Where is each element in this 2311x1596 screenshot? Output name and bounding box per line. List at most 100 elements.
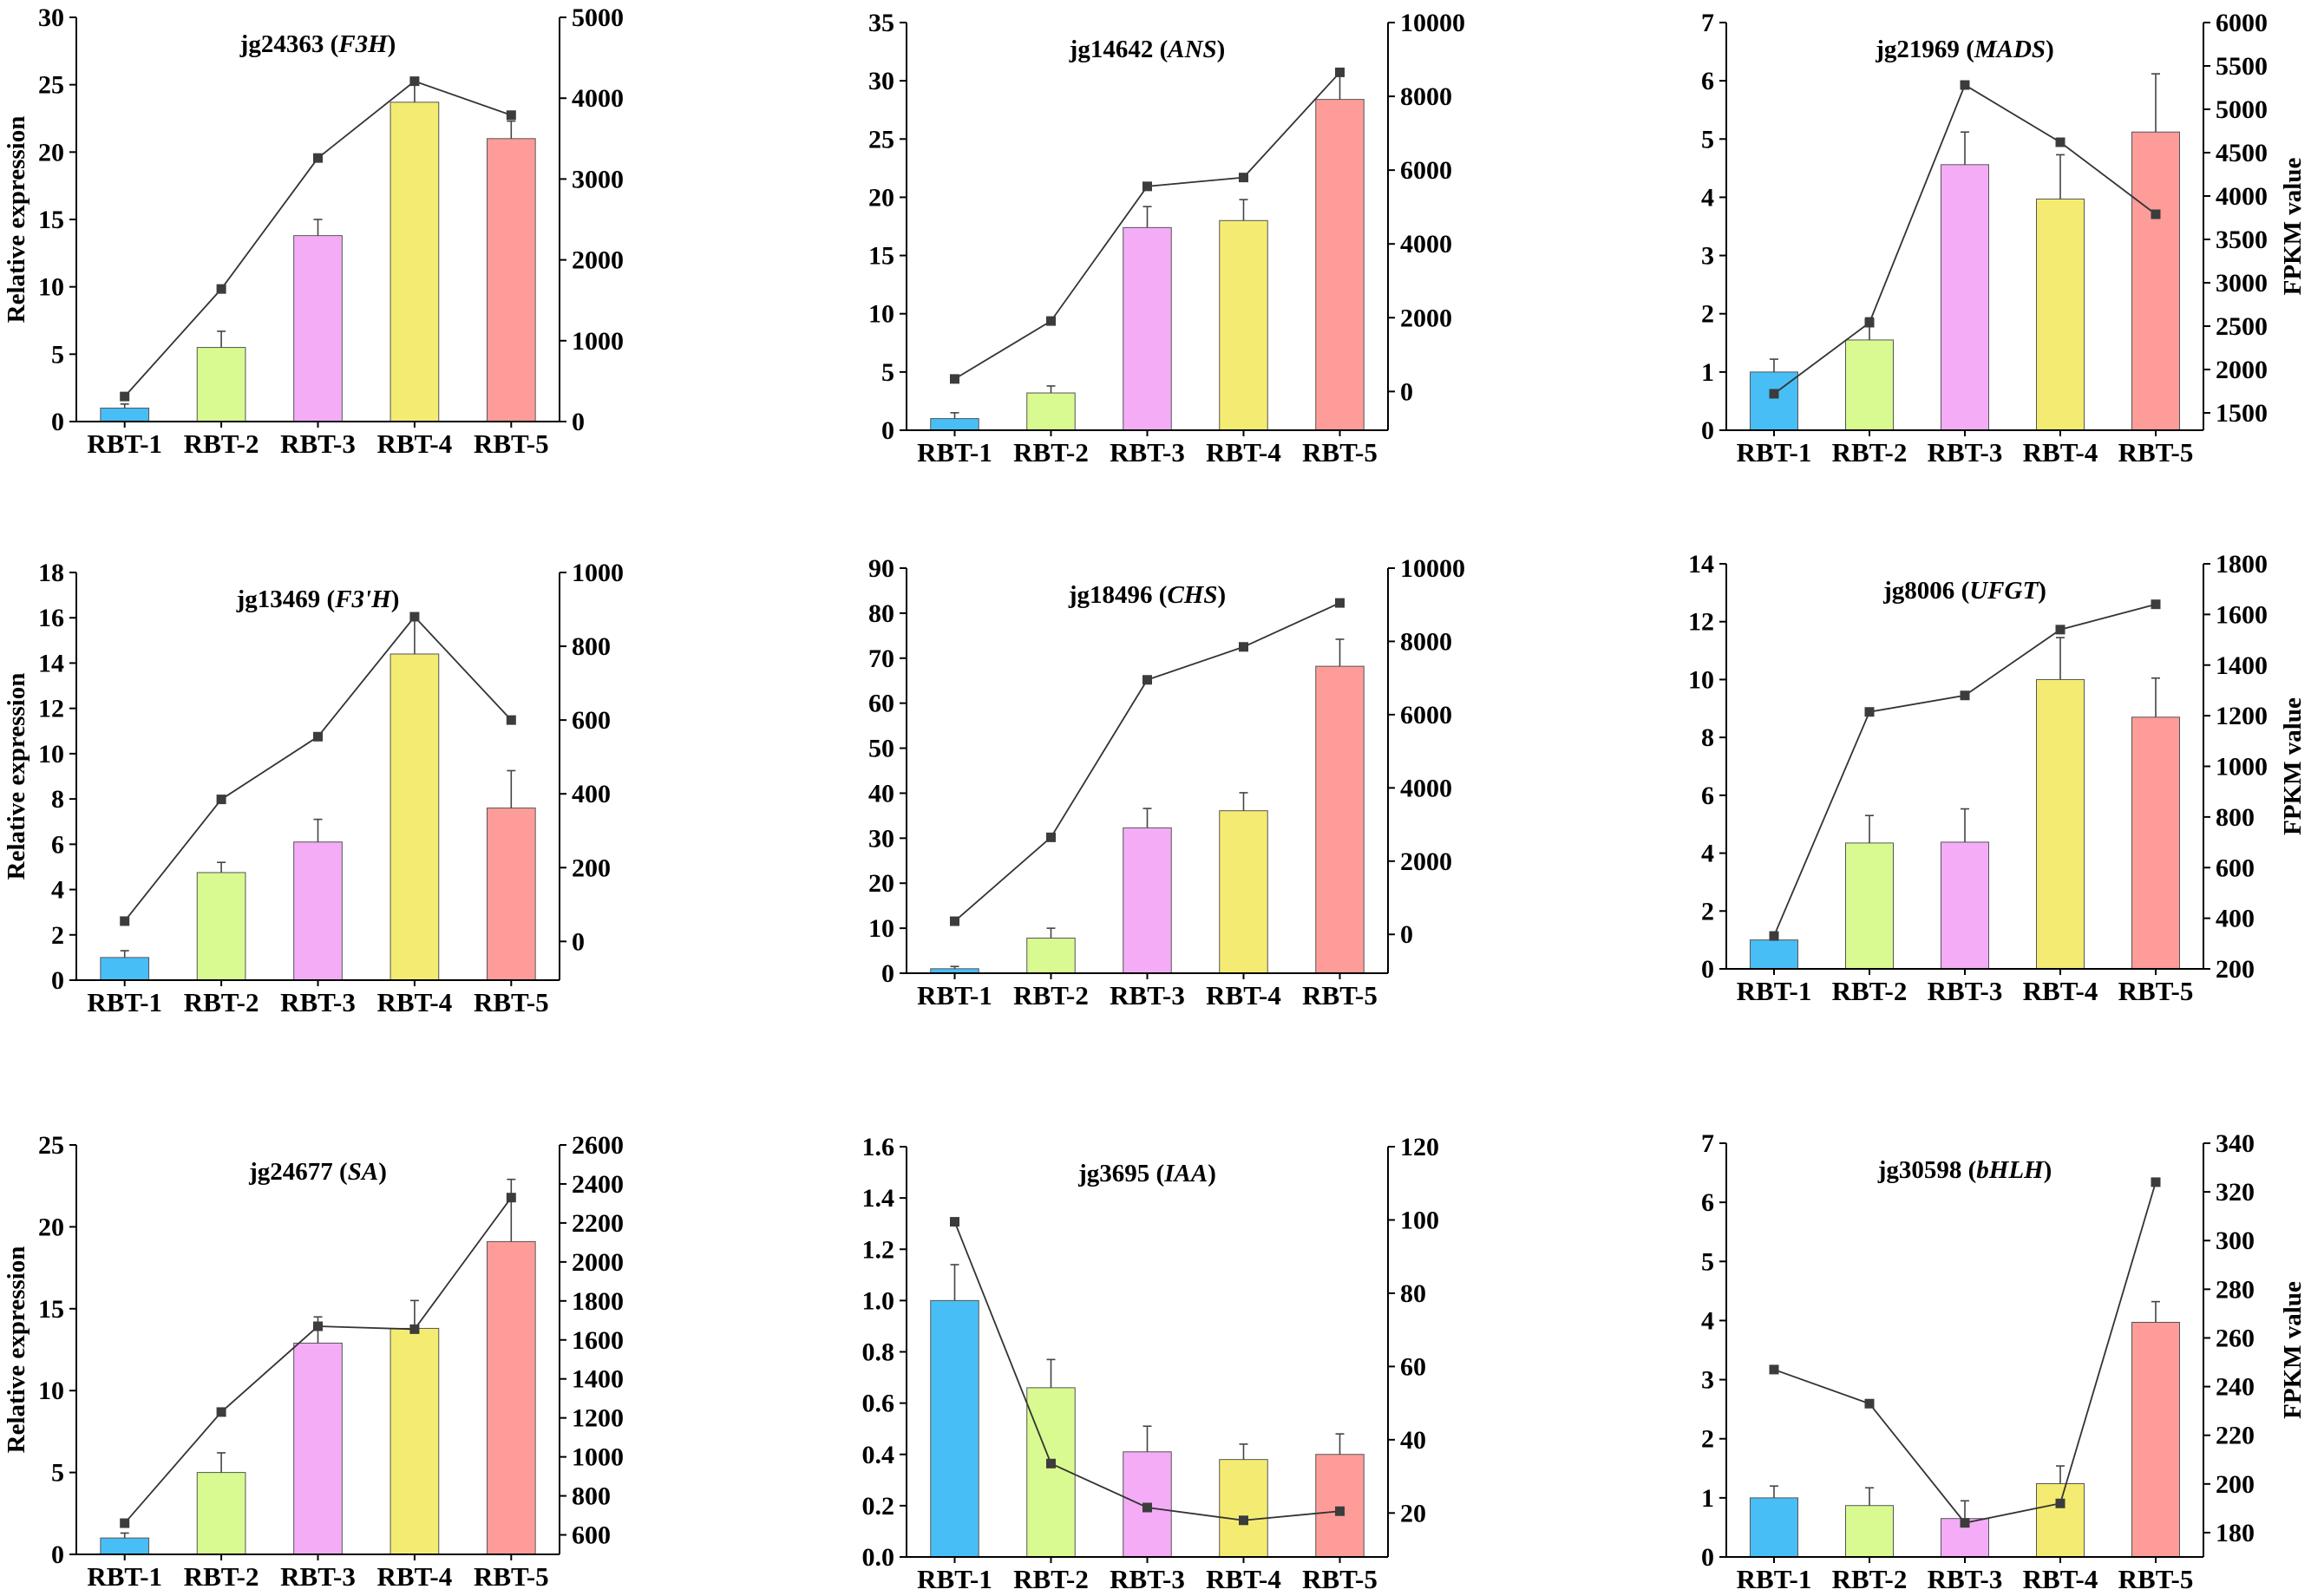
left-tick-label: 25: [868, 125, 894, 154]
left-tick-label: 5: [881, 358, 894, 387]
fpkm-point-rbt-5: [506, 110, 516, 121]
x-tick-label: RBT-3: [1928, 437, 2003, 468]
panel-title: jg24363 (F3H): [239, 30, 396, 58]
title-paren-open: (: [1149, 1160, 1164, 1187]
bar-rbt-1: [930, 418, 979, 431]
right-tick-label: 8000: [1400, 82, 1452, 111]
fpkm-point-rbt-1: [120, 391, 130, 402]
left-tick-label: 1.4: [862, 1184, 895, 1213]
left-tick-label: 2: [1701, 300, 1714, 329]
fpkm-point-rbt-4: [1239, 642, 1248, 652]
left-tick-label: 80: [868, 599, 894, 628]
right-tick-label: 1400: [572, 1365, 624, 1394]
left-tick-label: 2: [1701, 897, 1714, 926]
left-tick-label: 2: [1701, 1425, 1714, 1454]
fpkm-point-rbt-3: [1960, 80, 1970, 90]
right-tick-label: 200: [572, 854, 611, 882]
bar-rbt-1: [1750, 939, 1798, 970]
right-tick-label: 220: [2216, 1422, 2255, 1450]
bar-rbt-2: [1845, 339, 1894, 431]
x-tick-label: RBT-2: [1832, 976, 1908, 1006]
right-tick-label: 800: [572, 632, 611, 661]
x-tick-label: RBT-5: [474, 1561, 549, 1592]
x-tick-label: RBT-3: [1110, 1564, 1185, 1594]
right-tick-label: 8000: [1400, 627, 1452, 656]
fpkm-point-rbt-1: [1769, 389, 1779, 399]
bar-rbt-2: [1845, 1505, 1894, 1558]
left-tick-label: 12: [38, 695, 64, 723]
left-tick-label: 0.8: [862, 1338, 895, 1367]
fpkm-point-rbt-2: [1046, 832, 1056, 842]
right-tick-label: 300: [2216, 1226, 2255, 1255]
x-tick-label: RBT-5: [1302, 1564, 1378, 1594]
fpkm-point-rbt-5: [2151, 209, 2161, 219]
right-tick-label: 2000: [1400, 304, 1452, 332]
fpkm-point-rbt-1: [950, 374, 959, 384]
bar-rbt-3: [1123, 226, 1172, 431]
bar-rbt-2: [1845, 842, 1894, 970]
x-tick-label: RBT-3: [1110, 980, 1185, 1011]
chart-panel-2: 0 5 10 15 20 25 30 35 0 2000 4000 6000 8000 10000 RBT-…: [868, 9, 1465, 468]
left-tick-label: 18: [38, 559, 64, 587]
title-paren-close: ): [1217, 581, 1226, 609]
x-tick-label: RBT-5: [2118, 437, 2194, 468]
x-tick-label: RBT-1: [1737, 1564, 1812, 1594]
fpkm-point-rbt-5: [1335, 1506, 1345, 1516]
fpkm-point-rbt-2: [216, 1407, 226, 1417]
right-tick-label: 1000: [2216, 753, 2268, 782]
title-gene-id: jg13469: [236, 585, 321, 613]
fpkm-point-rbt-5: [1335, 67, 1345, 77]
right-tick-label: 6000: [2216, 9, 2268, 37]
right-tick-label: 4500: [2216, 139, 2268, 167]
title-gene-id: jg21969: [1875, 36, 1960, 63]
left-tick-label: 1.0: [862, 1286, 895, 1315]
right-tick-label: 280: [2216, 1275, 2255, 1304]
left-tick-label: 1: [1701, 358, 1714, 387]
fpkm-point-rbt-4: [409, 1324, 420, 1334]
fpkm-point-rbt-4: [409, 612, 420, 622]
title-gene-name: bHLH: [1976, 1156, 2045, 1184]
bar-rbt-2: [196, 872, 246, 981]
x-tick-label: RBT-4: [1206, 980, 1281, 1011]
bar-rbt-4: [390, 1327, 440, 1555]
fpkm-point-rbt-3: [313, 731, 323, 742]
x-tick-label: RBT-4: [1206, 437, 1281, 468]
fpkm-point-rbt-2: [1046, 1458, 1056, 1468]
fpkm-point-rbt-3: [313, 1321, 323, 1331]
title-paren-close: ): [2044, 1156, 2052, 1184]
right-tick-label: 2000: [572, 246, 624, 275]
left-tick-label: 10: [868, 300, 894, 329]
y-axis-title: Relative expression: [3, 116, 30, 324]
right-tick-label: 340: [2216, 1129, 2255, 1158]
title-paren-open: (: [320, 585, 335, 613]
right-tick-label: 800: [572, 1482, 611, 1511]
panel-title: jg8006 (UFGT): [1882, 577, 2046, 605]
fpkm-point-rbt-5: [506, 715, 516, 725]
fpkm-point-rbt-3: [1960, 1518, 1970, 1528]
left-tick-label: 5: [1701, 1247, 1714, 1276]
fpkm-point-rbt-1: [1769, 931, 1779, 941]
x-tick-label: RBT-3: [1928, 1564, 2003, 1594]
left-tick-label: 10: [38, 740, 64, 769]
y-axis-title: Relative expression: [3, 673, 30, 880]
fpkm-point-rbt-4: [1239, 173, 1248, 183]
right-tick-label: 320: [2216, 1178, 2255, 1207]
right-tick-label: 2000: [1400, 847, 1452, 876]
left-tick-label: 4: [51, 876, 64, 905]
panel-title: jg3695 (IAA): [1077, 1160, 1216, 1187]
left-tick-label: 6: [1701, 67, 1714, 95]
right-tick-label: 4000: [1400, 230, 1452, 258]
chart-panel-1: 0 5 10 15 20 25 30 0 1000 2000 3000 4000 5000 RBT-1 RB…: [3, 3, 624, 459]
left-tick-label: 1.2: [862, 1235, 895, 1264]
title-paren-close: ): [1208, 1160, 1216, 1187]
title-gene-name: CHS: [1167, 581, 1217, 609]
left-tick-label: 40: [868, 779, 894, 808]
chart-panel-3: 0 1 2 3 4 5 6 7 1500 2000 2500 3000 3500 4000 4500 5000…: [1701, 9, 2307, 468]
title-gene-name: ANS: [1166, 36, 1216, 63]
left-tick-label: 0: [881, 416, 894, 445]
left-tick-label: 1: [1701, 1484, 1714, 1513]
right-tick-label: 60: [1400, 1352, 1426, 1381]
right-tick-label: 0: [1400, 920, 1413, 949]
right-tick-label: 0: [572, 927, 585, 956]
title-paren-close: ): [1217, 36, 1226, 63]
